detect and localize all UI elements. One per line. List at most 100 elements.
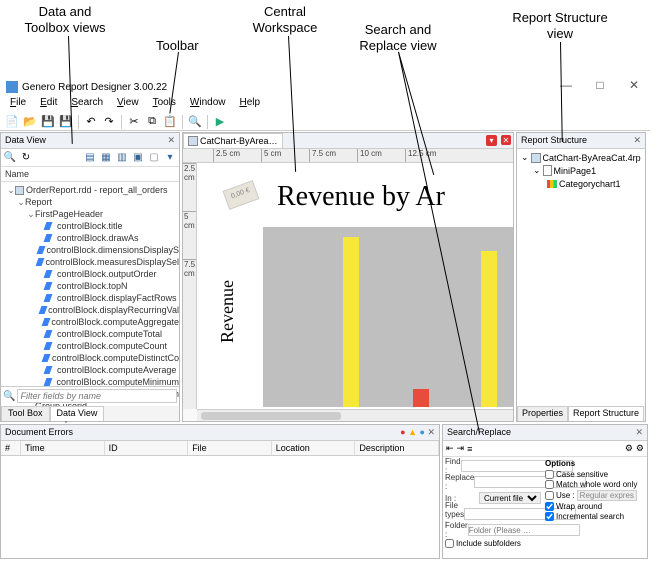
tree-node[interactable]: controlBlock.topN — [3, 280, 179, 292]
tree-node[interactable]: controlBlock.computeDistinctCo — [3, 352, 179, 364]
copy-icon[interactable]: ⧉ — [144, 114, 160, 130]
docerr-col[interactable]: Description — [355, 441, 439, 455]
err-warn-icon[interactable]: ▲ — [408, 427, 417, 437]
tree-node[interactable]: controlBlock.computeTotal — [3, 328, 179, 340]
data-view-title: Data View — [5, 135, 46, 146]
cut-icon[interactable]: ✂ — [126, 114, 142, 130]
price-tag: 0,00 € — [223, 180, 260, 210]
tab-properties[interactable]: Properties — [517, 406, 568, 421]
docerr-col[interactable]: ID — [105, 441, 189, 455]
tree-node[interactable]: controlBlock.computeAverage — [3, 364, 179, 376]
sr-next-icon[interactable]: ⇥ — [457, 443, 465, 454]
tree-node[interactable]: controlBlock.outputOrder — [3, 268, 179, 280]
search-replace-title: Search/Replace — [447, 427, 511, 438]
annot-toolbar: Toolbar — [156, 38, 199, 54]
open-icon[interactable]: 📂 — [22, 114, 38, 130]
chart-bar — [413, 389, 429, 407]
tree-node[interactable]: controlBlock.computeAggregate — [3, 316, 179, 328]
tab-report-structure[interactable]: Report Structure — [568, 406, 644, 421]
search-replace-toolbar: ⇤ ⇥ ≡ ⚙ ⚙ — [443, 441, 647, 457]
option-check[interactable] — [545, 470, 554, 479]
document-errors-panel: Document Errors ● ▲ ● ✕ #TimeIDFileLocat… — [0, 424, 440, 559]
ruler-vertical: 2.5 cm5 cm7.5 cm — [183, 163, 197, 409]
err-info-icon[interactable]: ● — [420, 427, 425, 437]
menu-view[interactable]: View — [111, 96, 145, 112]
docerr-col[interactable]: File — [188, 441, 272, 455]
annot-workspace: CentralWorkspace — [240, 4, 330, 35]
search-icon[interactable]: 🔍 — [3, 151, 17, 165]
menu-tools[interactable]: Tools — [147, 96, 182, 112]
menu-window[interactable]: Window — [184, 96, 232, 112]
redo-icon[interactable]: ↷ — [101, 114, 117, 130]
new-icon[interactable]: 📄 — [4, 114, 20, 130]
tree-node[interactable]: controlBlock.displayRecurringVal — [3, 304, 179, 316]
document-errors-header: #TimeIDFileLocationDescription — [1, 441, 439, 456]
tree-node[interactable]: controlBlock.computeCount — [3, 340, 179, 352]
option-check[interactable] — [545, 491, 554, 500]
docerr-col[interactable]: Location — [272, 441, 356, 455]
menu-search[interactable]: Search — [65, 96, 109, 112]
docerr-col[interactable]: Time — [21, 441, 105, 455]
sr-settings-icon[interactable]: ⚙ — [636, 443, 644, 454]
toolbar: 📄 📂 💾 💾 ↶ ↷ ✂ ⧉ 📋 🔍 ▶ — [0, 113, 650, 131]
tree-node[interactable]: controlBlock.drawAs — [3, 232, 179, 244]
filter-input[interactable] — [17, 389, 177, 403]
report-structure-tree[interactable]: ⌄CatChart-ByAreaCat.4rp⌄MiniPage1Categor… — [517, 149, 645, 192]
tree-node[interactable]: ⌄FirstPageHeader — [3, 208, 179, 220]
option-check[interactable] — [545, 512, 554, 521]
chart-ylabel: Revenue — [217, 280, 238, 343]
undo-icon[interactable]: ↶ — [83, 114, 99, 130]
docerr-col[interactable]: # — [1, 441, 21, 455]
minimize-button[interactable]: — — [556, 78, 576, 92]
replace-label: Replace : — [445, 473, 474, 491]
tab-nav-icon[interactable]: ▾ — [486, 135, 497, 146]
err-error-icon[interactable]: ● — [400, 427, 405, 437]
rs-tree-node[interactable]: ⌄MiniPage1 — [519, 164, 643, 177]
rs-tree-node[interactable]: Categorychart1 — [519, 177, 643, 190]
annot-rstruct: Report Structureview — [490, 10, 630, 41]
tab-data-view[interactable]: Data View — [50, 406, 105, 421]
tree-node[interactable]: ⌄Report — [3, 196, 179, 208]
tree-node[interactable]: controlBlock.title — [3, 220, 179, 232]
refresh-icon[interactable]: ↻ — [19, 151, 33, 165]
menu-help[interactable]: Help — [234, 96, 267, 112]
in-select[interactable]: Current file — [479, 492, 541, 504]
run-icon[interactable]: ▶ — [212, 114, 228, 130]
view-2-icon[interactable]: ▦ — [99, 151, 113, 165]
sr-prev-icon[interactable]: ⇤ — [446, 443, 454, 454]
find-icon[interactable]: 🔍 — [187, 114, 203, 130]
tab-toolbox[interactable]: Tool Box — [1, 406, 50, 421]
tree-node[interactable]: controlBlock.measuresDisplaySel — [3, 256, 179, 268]
sr-findall-icon[interactable]: ≡ — [467, 444, 472, 454]
view-1-icon[interactable]: ▤ — [83, 151, 97, 165]
workspace-tab-close-icon[interactable]: ✕ — [501, 135, 511, 145]
view-3-icon[interactable]: ▥ — [115, 151, 129, 165]
menu-file[interactable]: File — [4, 96, 32, 112]
canvas[interactable]: 0,00 € Revenue by Ar Revenue 30025020015… — [197, 163, 513, 409]
maximize-button[interactable]: □ — [590, 78, 610, 92]
menu-edit[interactable]: Edit — [34, 96, 63, 112]
sr-mark-icon[interactable]: ⚙ — [625, 443, 633, 454]
close-button[interactable]: ✕ — [624, 78, 644, 92]
paste-icon[interactable]: 📋 — [162, 114, 178, 130]
save-icon[interactable]: 💾 — [40, 114, 56, 130]
option-check[interactable] — [545, 502, 554, 511]
search-replace-close-icon[interactable]: ✕ — [635, 427, 643, 438]
report-structure-close-icon[interactable]: ✕ — [633, 135, 641, 146]
workspace-scrollbar[interactable] — [197, 409, 513, 421]
filter-icon[interactable]: ▾ — [163, 151, 177, 165]
tree-node[interactable]: controlBlock.dimensionsDisplayS — [3, 244, 179, 256]
data-view-close-icon[interactable]: ✕ — [167, 135, 175, 146]
save-all-icon[interactable]: 💾 — [58, 114, 74, 130]
tree-node[interactable]: ⌄OrderReport.rdd - report_all_orders — [3, 184, 179, 196]
view-4-icon[interactable]: ▣ — [131, 151, 145, 165]
option-check[interactable] — [545, 480, 554, 489]
include-subfolders-check[interactable] — [445, 539, 454, 548]
tree-node[interactable]: controlBlock.displayFactRows — [3, 292, 179, 304]
workspace-tab[interactable]: CatChart-ByArea… — [183, 133, 283, 148]
document-errors-close-icon[interactable]: ✕ — [427, 427, 435, 437]
annot-dataview: Data andToolbox views — [10, 4, 120, 35]
annot-search: Search andReplace view — [348, 22, 448, 53]
rs-tree-node[interactable]: ⌄CatChart-ByAreaCat.4rp — [519, 151, 643, 164]
view-5-icon[interactable]: ▢ — [147, 151, 161, 165]
